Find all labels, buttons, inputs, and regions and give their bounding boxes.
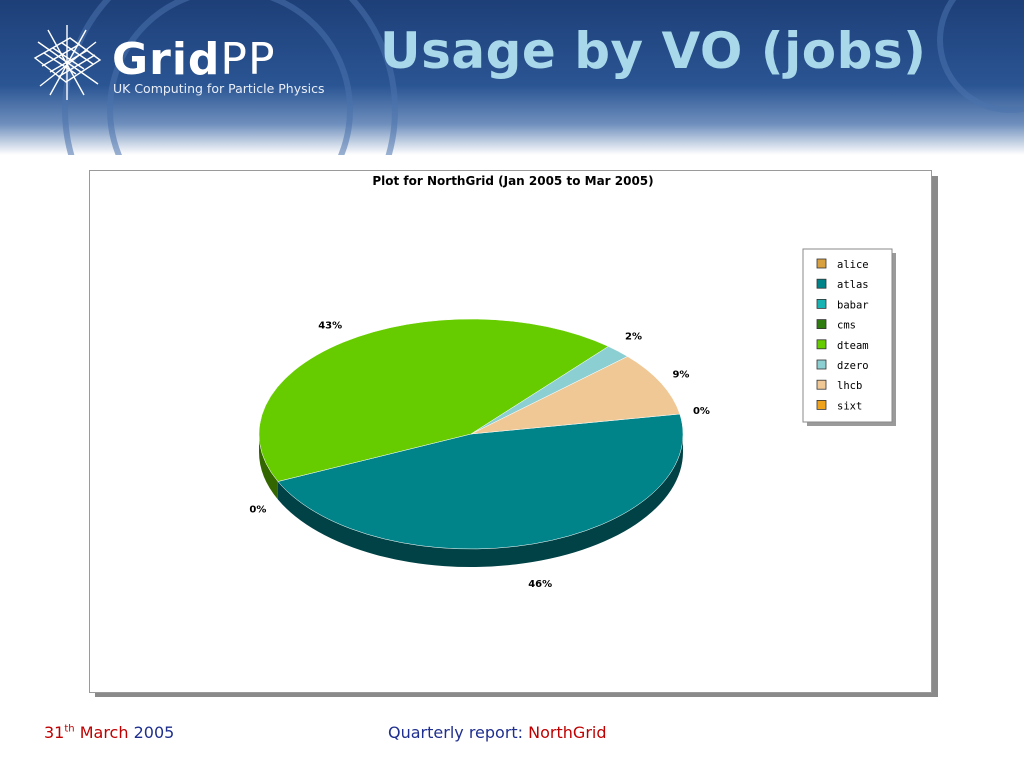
pie-labels: 0% 46% 0% 43% 2% 9% [249,321,710,590]
date-year: 2005 [133,723,175,742]
pie-label-alice: 0% [693,406,710,417]
chart-title: Plot for NorthGrid (Jan 2005 to Mar 2005… [372,174,653,188]
gridpp-logo-text: GridPP [112,34,275,85]
pie-wall-dteam [259,434,278,500]
pie-label-lhcb: 9% [672,370,689,381]
logo-main: Grid [112,34,221,85]
legend-label-dzero: dzero [837,360,869,372]
slide-title: Usage by VO (jobs) [380,22,927,80]
legend-label-lhcb: lhcb [837,380,862,392]
date-month: March [79,723,129,742]
pie-label-babar: 0% [249,505,266,516]
chart-frame: Plot for NorthGrid (Jan 2005 to Mar 2005… [89,170,932,693]
legend-swatch-lhcb [816,379,827,390]
legend-label-dteam: dteam [837,340,869,352]
legend-label-sixt: sixt [837,400,862,412]
pie-slice-atlas [277,413,684,550]
legend-swatch-alice [816,258,827,269]
report-site: NorthGrid [528,723,607,742]
pie-chart: Plot for NorthGrid (Jan 2005 to Mar 2005… [249,174,896,590]
footer-report: Quarterly report: NorthGrid [388,723,607,742]
footer-date: 31th March 2005 [44,723,174,742]
legend-swatch-babar [816,298,827,309]
header-banner: GridPP UK Computing for Particle Physics… [0,0,1024,155]
legend-swatch-dzero [816,359,827,370]
chart-legend: alice atlas babar cms dteam dzero lhcb sixt [802,248,896,426]
gridpp-logo-icon [33,25,102,100]
pie-label-atlas: 46% [528,579,552,590]
pie-wall-atlas [277,434,683,568]
pie-label-dteam: 43% [318,321,342,332]
date-day: 31 [44,723,65,742]
legend-box [802,248,893,423]
logo-accent: PP [220,34,276,85]
pie-slice-lhcb [470,356,681,435]
legend-label-babar: babar [837,299,869,311]
legend-swatch-atlas [816,278,827,289]
date-suffix: th [64,723,75,735]
pie-label-dzero: 2% [625,331,642,342]
legend-swatch-sixt [816,399,827,410]
logo-subtitle: UK Computing for Particle Physics [113,81,325,96]
pie-layer [258,318,684,568]
report-label: Quarterly report: [388,723,524,742]
banner-decoration [33,0,1024,155]
legend-swatch-dteam [816,339,827,350]
legend-label-atlas: atlas [837,279,869,291]
legend-swatch-cms [816,319,827,330]
legend-label-cms: cms [837,320,856,332]
pie-slice-dteam [258,318,609,482]
legend-label-alice: alice [837,259,869,271]
